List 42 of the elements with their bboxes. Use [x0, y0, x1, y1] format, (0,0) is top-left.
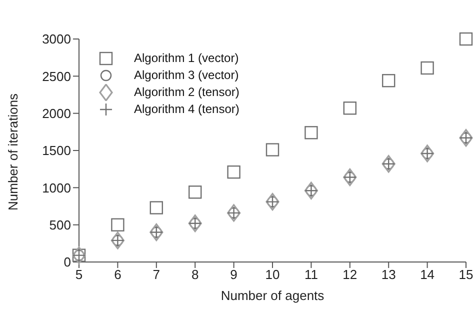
- point: [227, 165, 240, 179]
- point: [266, 192, 280, 211]
- legend-label: Algorithm 1 (vector): [134, 50, 239, 67]
- point: [150, 223, 164, 242]
- x-tick-label: 11: [304, 267, 318, 282]
- point: [382, 74, 396, 88]
- x-tick-label: 5: [75, 267, 83, 282]
- point: [343, 168, 357, 186]
- point: [343, 102, 356, 115]
- y-tick-label: 0: [64, 254, 71, 270]
- point: [266, 143, 280, 156]
- y-tick-label: 2000: [42, 106, 71, 121]
- point: [304, 182, 318, 200]
- x-tick-label: 15: [458, 267, 474, 282]
- point: [382, 155, 396, 173]
- x-tick-label: 10: [265, 267, 280, 282]
- point: [304, 126, 318, 140]
- point: [150, 201, 163, 214]
- legend-label: Algorithm 2 (tensor): [134, 84, 240, 101]
- x-tick-label: 14: [420, 267, 435, 282]
- y-tick-label: 500: [49, 217, 71, 232]
- legend-label: Algorithm 4 (tensor): [134, 101, 240, 118]
- y-axis-title: Number of iterations: [6, 92, 21, 210]
- x-tick-label: 12: [342, 267, 358, 282]
- x-tick-label: 8: [191, 267, 199, 282]
- x-tick-label: 13: [381, 267, 396, 282]
- x-axis-title: Number of agents: [220, 288, 325, 303]
- point: [459, 32, 473, 46]
- y-tick-label: 3000: [42, 32, 71, 47]
- point: [111, 218, 124, 232]
- y-tick-label: 1000: [42, 180, 71, 196]
- point: [459, 129, 473, 147]
- x-tick-label: 7: [152, 267, 160, 282]
- x-tick-label: 9: [230, 267, 238, 282]
- point: [420, 61, 434, 75]
- point: [188, 214, 202, 232]
- y-tick-label: 1500: [42, 143, 71, 158]
- legend-label: Algorithm 3 (vector): [134, 67, 239, 84]
- point: [188, 186, 202, 199]
- x-tick-label: 6: [114, 267, 122, 282]
- point: [72, 246, 86, 264]
- y-tick-label: 2500: [42, 68, 71, 84]
